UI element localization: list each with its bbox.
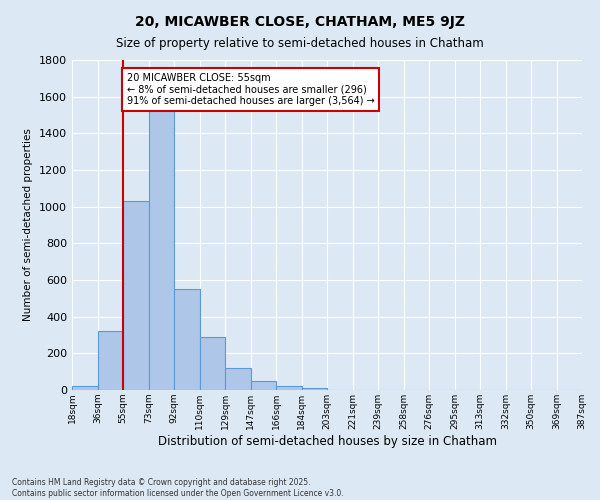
Bar	[225, 368, 251, 390]
Bar	[72, 386, 97, 390]
Bar	[149, 110, 174, 390]
Bar	[302, 388, 327, 390]
Bar	[174, 289, 199, 390]
Bar	[97, 332, 123, 390]
Text: Contains HM Land Registry data © Crown copyright and database right 2025.
Contai: Contains HM Land Registry data © Crown c…	[12, 478, 344, 498]
Text: 20, MICAWBER CLOSE, CHATHAM, ME5 9JZ: 20, MICAWBER CLOSE, CHATHAM, ME5 9JZ	[135, 15, 465, 29]
X-axis label: Distribution of semi-detached houses by size in Chatham: Distribution of semi-detached houses by …	[157, 434, 497, 448]
Text: Size of property relative to semi-detached houses in Chatham: Size of property relative to semi-detach…	[116, 38, 484, 51]
Bar	[251, 381, 276, 390]
Y-axis label: Number of semi-detached properties: Number of semi-detached properties	[23, 128, 34, 322]
Bar	[199, 337, 225, 390]
Bar	[123, 201, 149, 390]
Bar	[276, 386, 302, 390]
Text: 20 MICAWBER CLOSE: 55sqm
← 8% of semi-detached houses are smaller (296)
91% of s: 20 MICAWBER CLOSE: 55sqm ← 8% of semi-de…	[127, 73, 374, 106]
